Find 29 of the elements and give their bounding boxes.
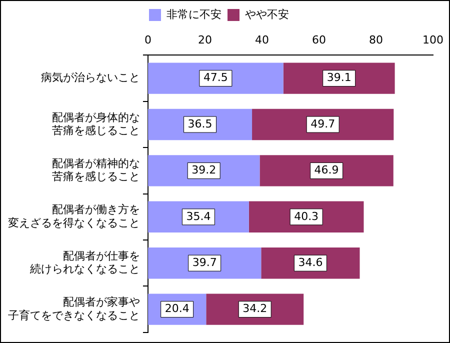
- y-tick-label: 配偶者が精神的な苦痛を感じること: [52, 156, 140, 184]
- data-label: 39.7: [192, 256, 217, 269]
- data-label: 34.6: [298, 256, 323, 269]
- bar: [260, 155, 394, 186]
- data-label: 47.5: [203, 71, 228, 84]
- y-tick-label: 配偶者が家事や子育てをできなくなること: [8, 296, 140, 322]
- data-label: 40.3: [294, 210, 319, 223]
- data-label: 39.1: [326, 71, 352, 84]
- data-label: 34.2: [242, 302, 268, 316]
- data-label: 36.5: [188, 117, 212, 130]
- data-label: 39.2: [192, 164, 216, 177]
- bar: [148, 62, 284, 94]
- x-tick-label: 40: [255, 33, 269, 46]
- data-label: 35.4: [186, 210, 211, 223]
- x-tick-label: 60: [312, 33, 326, 46]
- data-label: 20.4: [164, 302, 190, 316]
- y-tick-label: 病気が治らないこと: [41, 71, 140, 84]
- x-tick-label: 0: [144, 33, 152, 46]
- x-tick-label: 100: [422, 33, 444, 46]
- bar: [252, 108, 394, 140]
- legend-label: 非常に不安: [166, 8, 222, 21]
- x-tick-label: 80: [369, 33, 383, 46]
- data-label: 46.9: [314, 164, 339, 177]
- y-tick-label: 配偶者が身体的な苦痛を感じること: [52, 110, 140, 137]
- x-tick-label: 20: [198, 33, 212, 46]
- y-tick-label: 配偶者が仕事を続けられなくなること: [29, 249, 140, 276]
- legend-label: やや不安: [245, 8, 289, 21]
- data-label: 49.7: [310, 117, 336, 130]
- y-tick-label: 配偶者が働き方を変えざるを得なくなること: [8, 203, 140, 230]
